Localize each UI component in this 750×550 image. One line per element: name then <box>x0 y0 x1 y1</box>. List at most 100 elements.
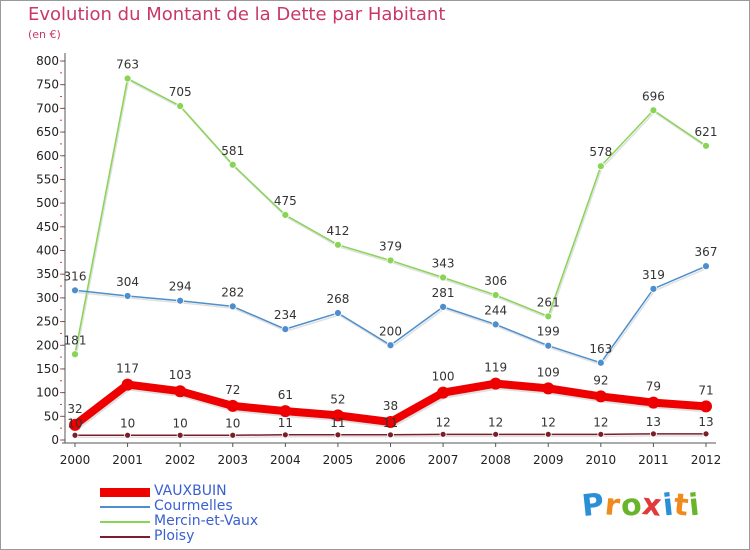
x-tick-label: 2008 <box>480 453 511 467</box>
data-point <box>544 430 552 438</box>
data-label: 10 <box>120 416 135 430</box>
data-label: 61 <box>278 388 293 402</box>
data-label: 10 <box>67 416 82 430</box>
data-point <box>334 240 342 249</box>
y-tick-label: 450 <box>36 220 59 234</box>
data-label: 11 <box>383 416 398 430</box>
series-vauxbuin <box>69 377 712 431</box>
data-label: 578 <box>589 145 612 159</box>
data-point <box>386 256 395 265</box>
series-mercin-et-vaux <box>71 74 710 359</box>
data-label: 304 <box>116 275 139 289</box>
data-point <box>702 430 710 438</box>
data-point <box>176 431 184 439</box>
data-label: 103 <box>169 368 192 382</box>
data-label: 294 <box>169 280 192 294</box>
data-point <box>386 341 395 350</box>
labels-mercin-et-vaux: 181 763 705 581 475 412 379 343 306 261 578 696 621 <box>64 58 718 348</box>
data-label: 32 <box>67 402 82 416</box>
x-tick-label: 2007 <box>428 453 459 467</box>
data-point <box>334 431 342 439</box>
y-tick-label: 100 <box>36 386 59 400</box>
data-point <box>544 341 553 350</box>
y-tick-label: 200 <box>36 338 59 352</box>
data-label: 696 <box>642 89 665 103</box>
data-label: 181 <box>64 333 87 347</box>
y-tick-label: 800 <box>36 54 59 68</box>
data-label: 261 <box>537 295 560 309</box>
data-label: 79 <box>646 380 661 394</box>
data-point <box>71 431 79 439</box>
data-point <box>387 431 394 439</box>
chart-title: Evolution du Montant de la Dette par Hab… <box>28 4 446 25</box>
data-label: 343 <box>432 257 455 271</box>
data-point <box>331 409 344 422</box>
data-point <box>121 378 134 391</box>
data-label: 234 <box>274 308 297 322</box>
data-point <box>228 160 237 169</box>
labels-ploisy: 10 10 10 10 11 11 11 12 12 12 12 13 13 <box>67 415 713 430</box>
data-point <box>491 320 500 329</box>
y-tick-label: 250 <box>36 315 59 329</box>
data-label: 119 <box>484 361 507 375</box>
legend-swatch <box>100 506 150 508</box>
data-point <box>279 405 292 418</box>
data-label: 13 <box>646 415 661 429</box>
data-point <box>597 430 605 438</box>
data-point <box>596 162 605 171</box>
legend-swatch <box>100 536 150 538</box>
x-tick-label: 2002 <box>165 453 196 467</box>
data-label: 100 <box>432 370 455 384</box>
data-label: 109 <box>537 365 560 379</box>
data-label: 199 <box>537 325 560 339</box>
data-label: 12 <box>435 415 450 429</box>
data-point <box>702 141 710 150</box>
data-point <box>281 325 290 334</box>
data-point <box>334 309 342 317</box>
series-line <box>74 77 707 356</box>
y-tick-label: 0 <box>51 433 59 447</box>
data-point <box>492 430 500 438</box>
data-label: 412 <box>326 224 349 238</box>
data-label: 38 <box>383 399 398 413</box>
series-ploisy <box>71 430 710 439</box>
y-tick-label: 600 <box>36 149 59 163</box>
data-point <box>281 431 289 439</box>
data-point <box>439 273 447 282</box>
data-point <box>281 211 290 219</box>
legend-swatch <box>100 521 150 523</box>
data-point <box>702 262 710 271</box>
data-point <box>594 390 607 403</box>
data-point <box>226 399 239 412</box>
data-point <box>489 377 502 390</box>
legend-label: Courmelles <box>154 498 233 514</box>
data-label: 117 <box>116 362 139 376</box>
y-tick-label: 550 <box>36 172 59 186</box>
data-label: 10 <box>173 416 188 430</box>
legend-label: Ploisy <box>154 528 195 544</box>
y-tick-label: 400 <box>36 244 59 258</box>
legend-swatch <box>100 487 150 497</box>
data-point <box>542 382 555 395</box>
x-tick-label: 2003 <box>217 453 248 467</box>
data-label: 71 <box>698 383 713 397</box>
data-label: 12 <box>593 415 608 429</box>
data-point <box>649 106 658 115</box>
data-label: 244 <box>484 303 507 317</box>
data-point <box>647 396 660 409</box>
labels-vauxbuin: 32 117 103 72 61 52 38 100 119 109 92 79 71 <box>67 361 713 416</box>
x-tick-label: 2005 <box>323 453 354 467</box>
data-point <box>439 302 447 311</box>
data-point <box>649 284 658 293</box>
data-label: 92 <box>593 373 608 387</box>
data-label: 581 <box>221 144 244 158</box>
x-tick-label: 2000 <box>60 453 91 467</box>
data-label: 367 <box>695 245 718 259</box>
data-label: 763 <box>116 58 139 72</box>
data-label: 163 <box>589 342 612 356</box>
data-label: 621 <box>695 125 718 139</box>
data-label: 11 <box>330 416 345 430</box>
data-point <box>384 415 397 428</box>
legend-label: VAUXBUIN <box>154 483 227 499</box>
